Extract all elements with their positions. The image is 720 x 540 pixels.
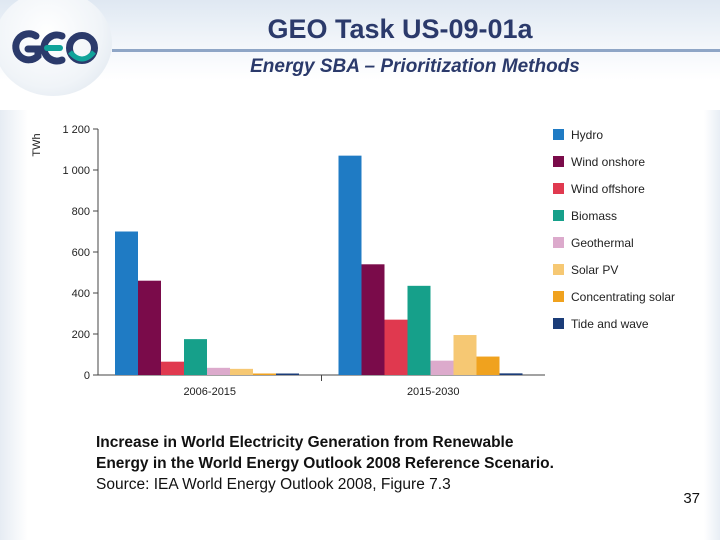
- caption-line-1: Increase in World Electricity Generation…: [96, 434, 514, 451]
- chart-panel: TWh 0 200 400 600 800 1 000 1 200 2006-2015 2015-…: [28, 113, 704, 413]
- legend-swatch: [553, 210, 564, 221]
- bar-solar-pv: [230, 368, 253, 375]
- page-subtitle: Energy SBA – Prioritization Methods: [250, 56, 580, 77]
- legend-entry: Geothermal: [571, 236, 634, 250]
- bar-hydro: [338, 155, 362, 375]
- page-title: GEO Task US-09-01a: [267, 14, 533, 44]
- bar-wind-offshore: [384, 319, 408, 375]
- bar-tide-and-wave: [499, 373, 523, 375]
- y-tick-label: 0: [84, 370, 90, 382]
- x-tick-label: 2006-2015: [183, 386, 236, 398]
- legend-entry: Concentrating solar: [571, 290, 675, 304]
- bar-wind-onshore: [361, 264, 385, 375]
- legend-entry: Hydro: [571, 128, 603, 142]
- geo-logo-icon: [12, 30, 98, 65]
- header-bar: [0, 0, 720, 80]
- bar-geothermal: [207, 367, 230, 375]
- left-decoration: [0, 110, 28, 540]
- y-tick-label: 1 000: [62, 165, 90, 177]
- legend-swatch: [553, 156, 564, 167]
- legend-entry: Solar PV: [571, 263, 618, 277]
- bar-hydro: [115, 231, 138, 375]
- y-tick-label: 800: [72, 206, 90, 218]
- bar-solar-pv: [453, 335, 477, 375]
- x-tick-label: 2015-2030: [407, 386, 460, 398]
- bar-concentrating-solar: [253, 373, 276, 375]
- y-tick-label: 600: [72, 247, 90, 259]
- legend-swatch: [553, 183, 564, 194]
- legend-entry: Biomass: [571, 209, 617, 223]
- legend-swatch: [553, 129, 564, 140]
- caption-line-2: Energy in the World Energy Outlook 2008 …: [96, 455, 554, 472]
- y-tick-label: 1 200: [62, 124, 90, 136]
- y-tick-label: 400: [72, 288, 90, 300]
- bar-concentrating-solar: [476, 356, 500, 375]
- legend-swatch: [553, 318, 564, 329]
- y-tick-label: 200: [72, 329, 90, 341]
- bar-wind-onshore: [138, 280, 161, 375]
- bar-geothermal: [430, 360, 454, 375]
- legend-swatch: [553, 237, 564, 248]
- title-divider: [112, 49, 720, 52]
- legend-entry: Tide and wave: [571, 317, 649, 331]
- legend-swatch: [553, 264, 564, 275]
- bar-biomass: [407, 285, 431, 375]
- page-number: 37: [683, 490, 700, 507]
- renewables-bar-chart: TWh 0 200 400 600 800 1 000 1 200 2006-2015 2015-…: [31, 124, 675, 398]
- figure-caption: Increase in World Electricity Generation…: [96, 432, 676, 495]
- y-axis-label: TWh: [31, 133, 43, 156]
- caption-source: Source: IEA World Energy Outlook 2008, F…: [96, 476, 451, 493]
- legend-swatch: [553, 291, 564, 302]
- bar-biomass: [184, 339, 207, 375]
- legend-entry: Wind onshore: [571, 155, 645, 169]
- right-decoration: [704, 110, 720, 540]
- legend-entry: Wind offshore: [571, 182, 645, 196]
- bar-wind-offshore: [161, 361, 184, 375]
- bar-tide-and-wave: [276, 373, 299, 375]
